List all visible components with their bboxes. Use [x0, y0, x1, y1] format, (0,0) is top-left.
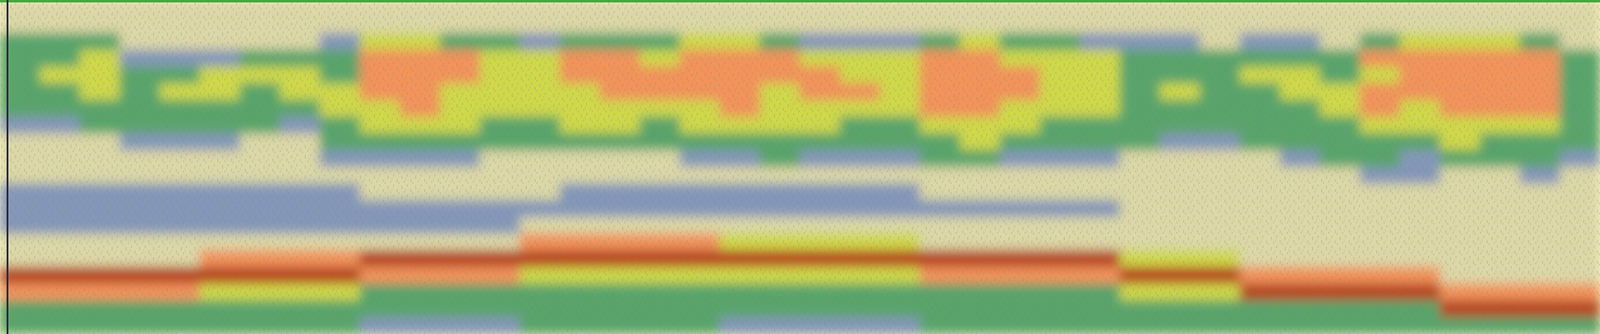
top-border: [0, 0, 1600, 3]
speckle-texture: [0, 0, 1600, 334]
echogram-svg: [0, 0, 1600, 334]
echogram: [0, 0, 1600, 334]
background: [0, 0, 1600, 334]
left-border: [6, 0, 9, 334]
cells: [0, 0, 1600, 334]
